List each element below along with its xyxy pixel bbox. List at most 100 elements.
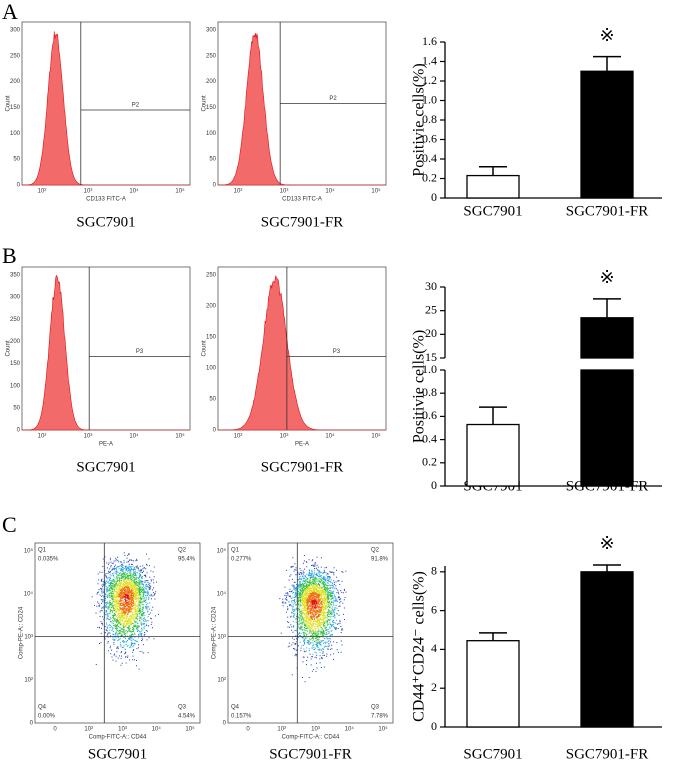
y-tick-label: 30 — [425, 279, 437, 293]
y-tick-label: 250 — [10, 317, 21, 323]
y-tick-label: 100 — [206, 131, 217, 137]
axis-label: PE-A — [99, 442, 113, 448]
bar — [580, 70, 634, 199]
density-dots — [279, 555, 347, 683]
y-tick-label: 10⁵ — [217, 548, 227, 555]
y-tick-label: 10³ — [217, 635, 226, 641]
histogram — [217, 275, 386, 431]
x-tick-label: 10³ — [280, 189, 289, 195]
y-tick-label: 4 — [431, 641, 437, 655]
quadrant-name: Q1 — [231, 548, 240, 554]
x-tick-label: 10² — [234, 434, 243, 440]
panel-label: C — [2, 512, 17, 537]
caption: SGC7901 — [76, 459, 135, 475]
axis-label: Count — [202, 340, 208, 356]
y-tick-label: 20 — [425, 326, 437, 340]
y-tick-label: 0 — [431, 719, 437, 733]
quadrant-name: Q3 — [371, 705, 380, 711]
y-tick-label: 200 — [10, 339, 21, 345]
y-tick-label: 10² — [217, 678, 226, 684]
bar — [466, 174, 520, 199]
y-tick-label: 300 — [206, 28, 217, 34]
y-axis-label: CD44⁺CD24⁻ cells(%) — [411, 571, 428, 722]
quadrant-value: 0.035% — [38, 557, 59, 563]
quadrant-value: 0.277% — [231, 557, 252, 563]
annotation: ※ — [599, 25, 614, 45]
x-tick-label: 10² — [234, 189, 243, 195]
density-dots — [112, 579, 140, 627]
axis-label: Count — [6, 95, 12, 111]
x-tick-label: 10⁴ — [345, 726, 355, 733]
y-tick-label: 300 — [10, 295, 21, 301]
y-tick-label: 10⁴ — [24, 591, 34, 598]
axis-label: Count — [6, 340, 12, 356]
y-tick-label: 10³ — [24, 635, 33, 641]
plot-frame — [227, 542, 394, 724]
y-tick-label: 300 — [10, 28, 21, 34]
quadrant-value: 91.8% — [371, 557, 389, 563]
bar — [580, 571, 634, 728]
axis-label: PE-A — [295, 442, 309, 448]
y-tick-label: 150 — [206, 105, 217, 111]
y-tick-label: 100 — [206, 366, 217, 372]
y-tick-label: 50 — [13, 405, 20, 411]
x-tick-label: 10³ — [84, 434, 93, 440]
histogram — [21, 31, 190, 186]
x-tick-label: 10² — [38, 434, 47, 440]
y-tick-label: 100 — [10, 131, 21, 137]
density-dots — [91, 552, 159, 670]
x-tick-label: 10³ — [311, 727, 320, 733]
y-tick-label: 0 — [431, 478, 437, 492]
y-tick-label: 150 — [206, 335, 217, 341]
axis-label: Comp-FITC-A:: CD44 — [282, 735, 340, 741]
axis-label: CD133 FITC-A — [282, 197, 322, 203]
axis-label: Count — [202, 95, 208, 111]
y-tick-label: 50 — [209, 397, 216, 403]
y-tick-label: 1.0 — [422, 362, 437, 376]
y-tick-label: 0 — [223, 721, 227, 727]
x-tick-label: 10⁴ — [129, 433, 139, 440]
bar — [580, 317, 634, 359]
x-tick-label: 10⁵ — [371, 188, 381, 195]
x-tick-label: 10⁴ — [129, 188, 139, 195]
quadrant-name: Q1 — [38, 548, 47, 554]
y-tick-label: 10² — [24, 678, 33, 684]
y-tick-label: 250 — [206, 273, 217, 279]
y-tick-label: 200 — [206, 304, 217, 310]
y-tick-label: 0 — [431, 190, 437, 204]
caption: SGC7901 — [76, 214, 135, 230]
x-tick-label: 10⁴ — [152, 726, 162, 733]
panel-label: B — [2, 243, 17, 268]
density-dots — [123, 593, 130, 604]
x-tick-label: 10⁵ — [185, 726, 195, 733]
gate-label: P3 — [333, 349, 341, 355]
plot-frame — [217, 266, 387, 431]
x-tick-label: 10³ — [280, 434, 289, 440]
y-tick-label: 0.2 — [422, 455, 437, 469]
y-tick-label: 2 — [431, 680, 437, 694]
histogram — [21, 274, 190, 431]
y-tick-label: 0 — [17, 428, 21, 434]
quadrant-name: Q2 — [371, 548, 380, 554]
quadrant-name: Q2 — [178, 548, 187, 554]
x-tick-label: 10² — [277, 727, 286, 733]
y-tick-label: 8 — [431, 564, 437, 578]
density-dots — [306, 591, 323, 621]
y-tick-label: 25 — [425, 302, 437, 316]
y-tick-label: 150 — [10, 361, 21, 367]
quadrant-value: 4.54% — [178, 714, 196, 720]
x-tick-label: 10⁵ — [175, 433, 185, 440]
y-tick-label: 150 — [10, 105, 21, 111]
x-tick-label: 10⁵ — [378, 726, 388, 733]
y-tick-label: 0.4 — [422, 151, 437, 165]
y-tick-label: 250 — [10, 53, 21, 59]
x-tick-label: 10³ — [118, 727, 127, 733]
y-tick-label: 0.4 — [422, 431, 437, 445]
quadrant-value: 0.00% — [38, 714, 56, 720]
plot-frame — [34, 542, 201, 724]
y-tick-label: 1.4 — [422, 53, 437, 67]
y-tick-label: 15 — [425, 350, 437, 364]
caption: SGC7901-FR — [261, 459, 344, 475]
x-tick-label: 10³ — [84, 189, 93, 195]
x-tick-label: 10⁵ — [371, 433, 381, 440]
